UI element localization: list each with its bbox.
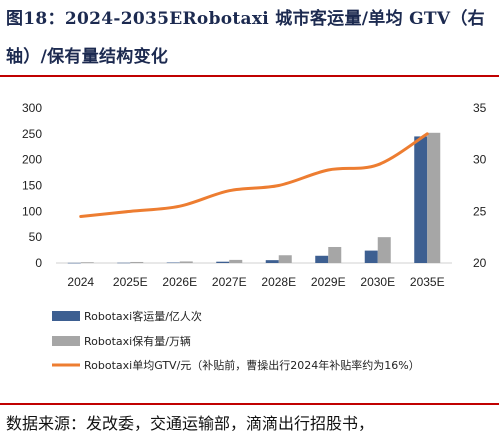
legend-label: Robotaxi客运量/亿人次 [84,309,202,323]
left-tick-label: 300 [22,101,42,115]
gtv-line [79,132,429,218]
bar-series [67,132,441,264]
legend-swatch [52,336,80,346]
x-axis: 2024 2025E 2026E 2027E 2028E 2029E 2030E 2035E [67,275,444,289]
bar-volume [166,262,180,264]
x-tick-label: 2026E [162,275,197,289]
bar-fleet [427,132,441,263]
x-tick-label: 2024 [67,275,94,289]
legend-swatch [52,311,80,321]
left-tick-label: 100 [22,204,42,218]
x-tick-label: 2027E [212,275,247,289]
right-tick-label: 20 [473,256,487,270]
legend-label: Robotaxi保有量/万辆 [84,334,191,348]
bar-fleet [179,261,193,263]
figure-title-line-2: 轴）/保有量结构变化 [6,47,169,67]
right-y-axis: 20 25 30 35 [473,101,487,270]
x-tick-label: 2035E [410,275,445,289]
bar-fleet [377,237,391,263]
bar-fleet [130,261,144,263]
line-series [79,132,429,218]
bar-volume [364,250,378,263]
bar-volume [216,261,230,263]
left-tick-label: 150 [22,179,42,193]
left-y-axis: 0 50 100 150 200 250 300 [22,101,42,270]
bar-fleet [328,246,342,263]
bar-fleet [80,262,94,263]
right-tick-label: 30 [473,153,487,167]
right-tick-label: 25 [473,204,487,218]
left-tick-label: 0 [35,256,42,270]
bar-volume [67,262,81,264]
bar-volume [315,255,329,263]
left-tick-label: 50 [29,230,43,244]
x-tick-label: 2028E [261,275,296,289]
legend: Robotaxi客运量/亿人次 Robotaxi保有量/万辆 Robotaxi单均G… [52,309,420,372]
x-tick-label: 2025E [113,275,148,289]
right-tick-label: 35 [473,101,487,115]
legend-label: Robotaxi单均GTV/元（补贴前，曹操出行2024年补贴率约为16%） [84,358,420,372]
bar-fleet [229,259,243,263]
bar-volume [414,136,428,263]
x-tick-label: 2030E [360,275,395,289]
source-divider [0,403,499,405]
bar-volume [117,262,131,264]
bar-fleet [278,255,292,263]
title-divider [0,75,499,77]
x-tick-label: 2029E [311,275,346,289]
left-tick-label: 250 [22,127,42,141]
left-tick-label: 200 [22,153,42,167]
data-source: 数据来源：发改委，交通运输部，滴滴出行招股书， [6,414,375,433]
figure-title-line-1: 图18：2024-2035ERobotaxi 城市客运量/单均 GTV（右 [6,9,485,29]
bar-volume [265,260,279,263]
